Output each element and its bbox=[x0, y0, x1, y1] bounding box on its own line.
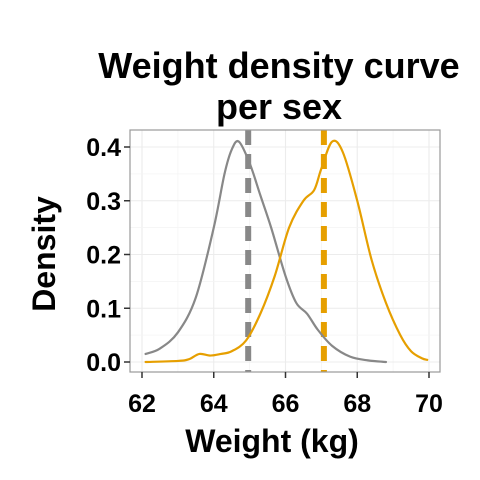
y-tick-label: 0.3 bbox=[86, 188, 121, 216]
density-curves bbox=[144, 139, 429, 364]
mean-lines bbox=[245, 130, 327, 372]
panel-gridlines bbox=[130, 130, 440, 372]
y-axis-title: Density bbox=[26, 196, 62, 312]
y-tick-label: 0.4 bbox=[86, 134, 121, 162]
density-curve-2 bbox=[144, 139, 429, 364]
y-axis-ticks: 0.0 0.1 0.2 0.3 0.4 bbox=[86, 134, 130, 377]
y-tick-label: 0.0 bbox=[86, 349, 121, 377]
x-axis-ticks: 62 64 66 68 70 bbox=[128, 372, 443, 418]
x-tick-label: 64 bbox=[200, 390, 228, 418]
x-tick-label: 66 bbox=[272, 390, 300, 418]
chart-title-line-1: Weight density curve bbox=[98, 45, 459, 86]
density-curve-1 bbox=[144, 140, 388, 364]
x-tick-label: 68 bbox=[343, 390, 371, 418]
y-tick-label: 0.2 bbox=[86, 242, 121, 270]
chart-title-line-2: per sex bbox=[216, 86, 342, 127]
x-axis-title: Weight (kg) bbox=[185, 423, 359, 459]
y-tick-label: 0.1 bbox=[86, 295, 121, 323]
x-tick-label: 62 bbox=[128, 390, 156, 418]
x-tick-label: 70 bbox=[415, 390, 443, 418]
